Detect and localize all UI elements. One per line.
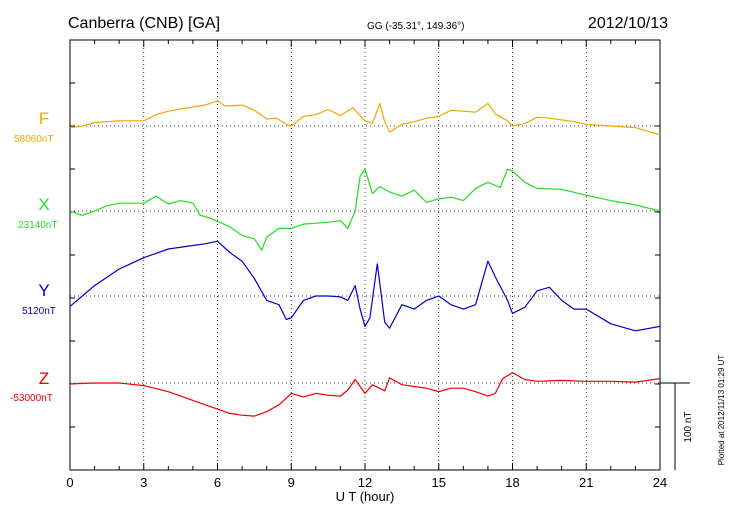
x-tick-label-21: 21 (579, 475, 593, 490)
label-X: X 23140nT (18, 195, 57, 231)
x-tick-label-6: 6 (214, 475, 221, 490)
station-title: Canberra (CNB) [GA] (68, 15, 220, 32)
series-line-Y (69, 240, 661, 332)
x-tick-label-9: 9 (288, 475, 295, 490)
x-tick-label-12: 12 (358, 475, 372, 490)
x-tick-label-15: 15 (432, 475, 446, 490)
date-label: 2012/10/13 (588, 15, 668, 32)
axis-ticks (69, 40, 661, 470)
grid-lines (70, 40, 660, 470)
label-Y: Y 5120nT (22, 281, 56, 317)
x-tick-label-24: 24 (653, 475, 667, 490)
series-name-X: X (38, 195, 49, 214)
label-F: F 58060nT (14, 109, 53, 145)
x-axis-label: U T (hour) (336, 489, 395, 504)
baseline-label-X: 23140nT (18, 220, 57, 231)
x-tick-label-3: 3 (140, 475, 147, 490)
label-Z: Z -53000nT (10, 369, 53, 404)
baseline-label-Z: -53000nT (10, 393, 53, 404)
series-name-Y: Y (38, 281, 49, 300)
x-tick-label-18: 18 (505, 475, 519, 490)
x-tick-label-0: 0 (66, 475, 73, 490)
series-line-X (69, 168, 661, 251)
baseline-label-Y: 5120nT (22, 306, 56, 317)
series-line-F (69, 100, 661, 136)
x-tick-labels: 0 3 6 9 12 15 18 21 24 (66, 475, 667, 490)
scale-bar: 100 nT (660, 382, 694, 470)
series-name-Z: Z (39, 369, 49, 388)
scale-bar-label: 100 nT (683, 411, 694, 442)
baseline-label-F: 58060nT (14, 134, 53, 145)
plotted-note: Plotted at 2012/11/13 01:29 UT (717, 355, 726, 466)
series-name-F: F (39, 109, 49, 128)
series-layer (69, 100, 661, 417)
series-line-Z (69, 372, 661, 417)
station-coordinates: GG (-35.31°, 149.36°) (367, 21, 465, 32)
